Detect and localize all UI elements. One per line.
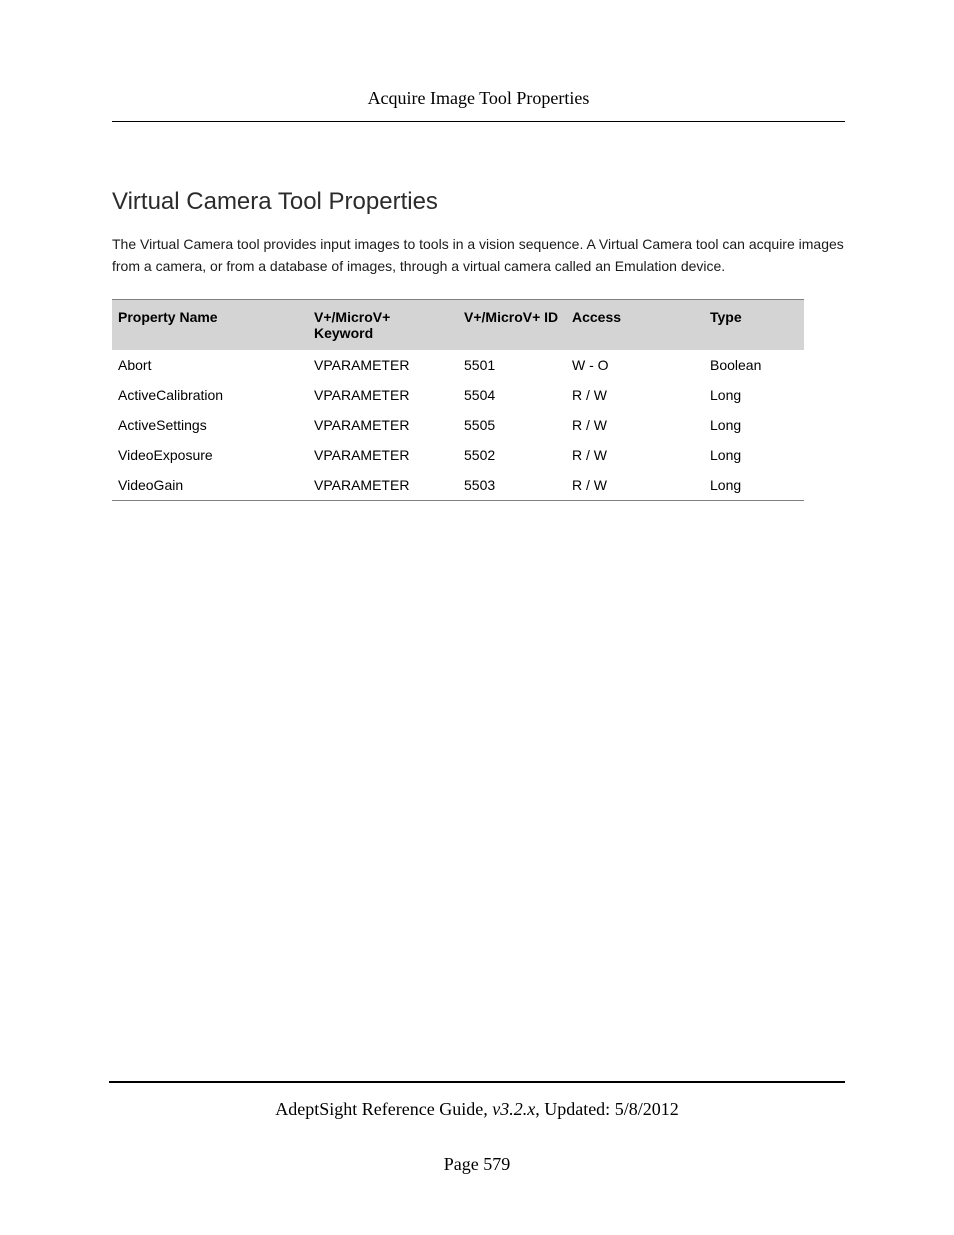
col-header-access: Access — [566, 300, 704, 351]
cell-type: Long — [704, 410, 804, 440]
cell-id: 5502 — [458, 440, 566, 470]
page-label: Page — [444, 1154, 484, 1174]
cell-kw: VPARAMETER — [308, 380, 458, 410]
cell-name: VideoExposure — [112, 440, 308, 470]
footer-updated-label: , Updated: — [535, 1099, 614, 1119]
cell-access: W - O — [566, 350, 704, 380]
footer-line-1: AdeptSight Reference Guide, v3.2.x, Upda… — [109, 1099, 845, 1120]
section-title: Virtual Camera Tool Properties — [112, 188, 845, 216]
cell-name: Abort — [112, 350, 308, 380]
cell-id: 5501 — [458, 350, 566, 380]
cell-type: Long — [704, 380, 804, 410]
cell-id: 5505 — [458, 410, 566, 440]
footer-line-2: Page 579 — [109, 1154, 845, 1175]
cell-type: Long — [704, 470, 804, 501]
section-intro: The Virtual Camera tool provides input i… — [112, 234, 845, 277]
table-row: Abort VPARAMETER 5501 W - O Boolean — [112, 350, 804, 380]
cell-access: R / W — [566, 470, 704, 501]
cell-type: Long — [704, 440, 804, 470]
cell-access: R / W — [566, 440, 704, 470]
footer-sep: , — [483, 1099, 492, 1119]
table-row: VideoGain VPARAMETER 5503 R / W Long — [112, 470, 804, 501]
cell-access: R / W — [566, 380, 704, 410]
cell-name: ActiveCalibration — [112, 380, 308, 410]
cell-id: 5504 — [458, 380, 566, 410]
cell-kw: VPARAMETER — [308, 440, 458, 470]
cell-name: ActiveSettings — [112, 410, 308, 440]
footer-guide: AdeptSight Reference Guide — [275, 1099, 483, 1119]
footer-version: v3.2.x — [492, 1099, 535, 1119]
col-header-name: Property Name — [112, 300, 308, 351]
cell-id: 5503 — [458, 470, 566, 501]
cell-type: Boolean — [704, 350, 804, 380]
table-header-row: Property Name V+/MicroV+ Keyword V+/Micr… — [112, 300, 804, 351]
page: Acquire Image Tool Properties Virtual Ca… — [0, 0, 954, 1235]
cell-kw: VPARAMETER — [308, 410, 458, 440]
footer-updated-date: 5/8/2012 — [615, 1099, 679, 1119]
page-footer: AdeptSight Reference Guide, v3.2.x, Upda… — [109, 1081, 845, 1175]
col-header-type: Type — [704, 300, 804, 351]
table-row: ActiveCalibration VPARAMETER 5504 R / W … — [112, 380, 804, 410]
running-head: Acquire Image Tool Properties — [112, 88, 845, 122]
col-header-kw: V+/MicroV+ Keyword — [308, 300, 458, 351]
cell-kw: VPARAMETER — [308, 350, 458, 380]
properties-table: Property Name V+/MicroV+ Keyword V+/Micr… — [112, 299, 804, 501]
cell-access: R / W — [566, 410, 704, 440]
cell-name: VideoGain — [112, 470, 308, 501]
cell-kw: VPARAMETER — [308, 470, 458, 501]
table-row: ActiveSettings VPARAMETER 5505 R / W Lon… — [112, 410, 804, 440]
col-header-id: V+/MicroV+ ID — [458, 300, 566, 351]
table-row: VideoExposure VPARAMETER 5502 R / W Long — [112, 440, 804, 470]
page-number: 579 — [483, 1154, 510, 1174]
